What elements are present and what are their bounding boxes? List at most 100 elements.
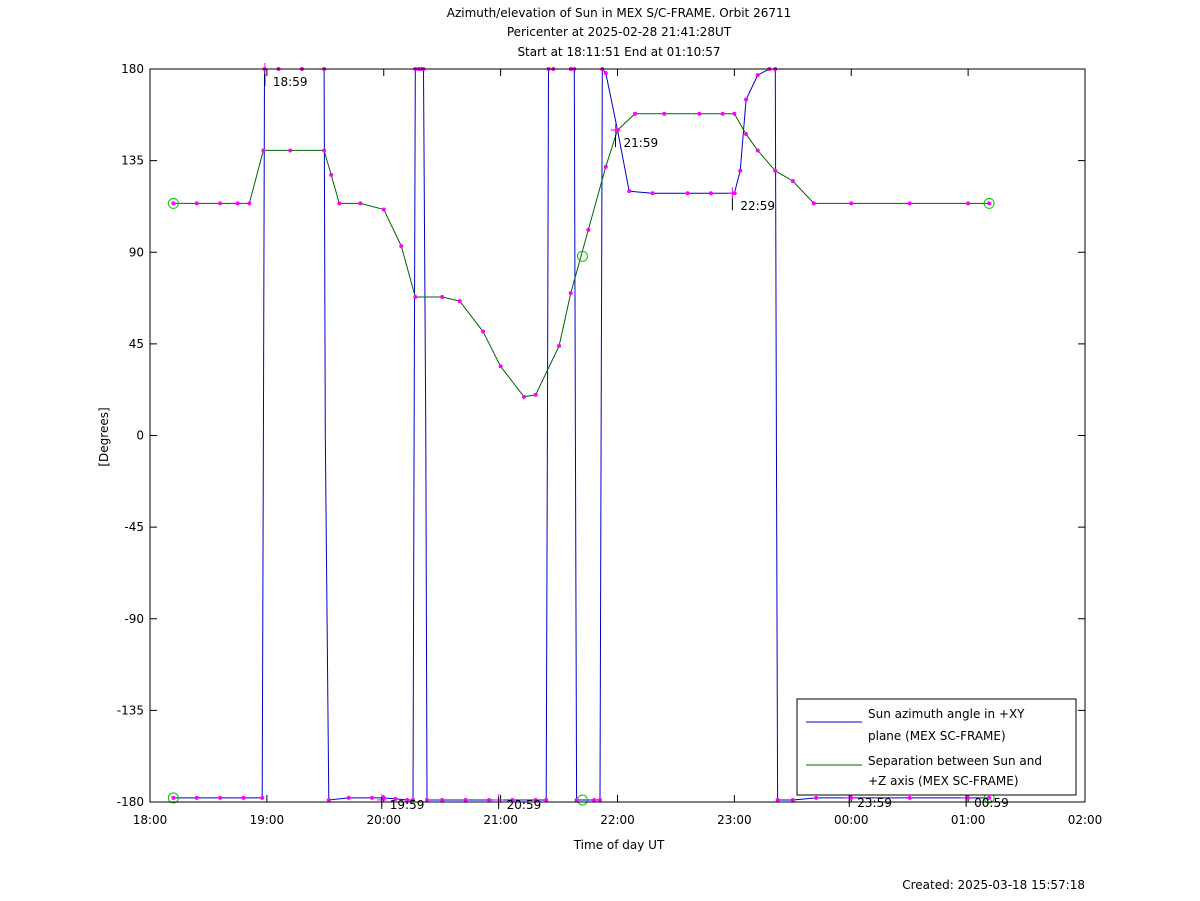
y-tick-label: 135 bbox=[121, 154, 144, 168]
separation-data-point bbox=[849, 201, 854, 206]
hour-marker-label: 21:59 bbox=[624, 136, 659, 150]
series-layer bbox=[173, 67, 990, 801]
hour-marker-label: 22:59 bbox=[740, 199, 775, 213]
azimuth-data-point bbox=[381, 795, 386, 800]
y-tick-label: 90 bbox=[129, 245, 144, 259]
azimuth-data-point bbox=[405, 797, 410, 802]
azimuth-data-point bbox=[775, 797, 780, 802]
x-tick-label: 20:00 bbox=[366, 813, 401, 827]
legend-label-azimuth-1: Sun azimuth angle in +XY bbox=[868, 707, 1025, 721]
separation-data-point bbox=[381, 207, 386, 212]
separation-data-point bbox=[697, 111, 702, 116]
azimuth-data-point bbox=[987, 795, 992, 800]
x-tick-label: 00:00 bbox=[834, 813, 869, 827]
separation-data-point bbox=[755, 148, 760, 153]
endpoint-circle-marker bbox=[576, 250, 588, 262]
separation-data-point bbox=[247, 201, 252, 206]
x-tick-label: 19:00 bbox=[250, 813, 285, 827]
separation-data-point bbox=[288, 148, 293, 153]
separation-data-point bbox=[966, 201, 971, 206]
azimuth-data-point bbox=[370, 795, 375, 800]
x-tick-label: 01:00 bbox=[951, 813, 986, 827]
legend-label-azimuth-2: plane (MEX SC-FRAME) bbox=[868, 729, 1006, 743]
separation-data-point bbox=[744, 132, 749, 137]
azimuth-data-point bbox=[463, 797, 468, 802]
azimuth-data-point bbox=[346, 795, 351, 800]
separation-data-point bbox=[171, 201, 176, 206]
hour-marker-label: 19:59 bbox=[390, 798, 425, 812]
y-tick-label: -180 bbox=[117, 795, 144, 809]
separation-data-point bbox=[811, 201, 816, 206]
azimuth-data-point bbox=[260, 795, 265, 800]
separation-data-point bbox=[662, 111, 667, 116]
azimuth-data-point bbox=[241, 795, 246, 800]
azimuth-data-point bbox=[393, 796, 398, 801]
azimuth-data-point bbox=[907, 795, 912, 800]
azimuth-series-line bbox=[173, 67, 990, 801]
y-tick-label: 45 bbox=[129, 337, 144, 351]
separation-data-point bbox=[194, 201, 199, 206]
hour-marker-label: 20:59 bbox=[507, 798, 542, 812]
azimuth-data-point bbox=[755, 73, 760, 78]
separation-data-point bbox=[987, 201, 992, 206]
azimuth-data-point bbox=[410, 797, 415, 802]
y-tick-label: 180 bbox=[121, 62, 144, 76]
azimuth-data-point bbox=[510, 797, 515, 802]
x-tick-label: 18:00 bbox=[133, 813, 168, 827]
chart-subtitle-pericenter: Pericenter at 2025-02-28 21:41:28UT bbox=[507, 25, 732, 39]
separation-data-point bbox=[533, 392, 538, 397]
x-tick-labels: 18:00 19:00 20:00 21:00 22:00 23:00 00:00 01:00… bbox=[133, 813, 1103, 827]
azimuth-data-point bbox=[592, 797, 597, 802]
separation-data-point bbox=[586, 227, 591, 232]
endpoint-circle-marker bbox=[983, 197, 995, 209]
separation-data-point bbox=[358, 201, 363, 206]
separation-data-point bbox=[322, 148, 327, 153]
y-tick-label: -135 bbox=[117, 703, 144, 717]
separation-data-point bbox=[633, 111, 638, 116]
azimuth-data-point bbox=[440, 797, 445, 802]
endpoint-circle-marker bbox=[167, 792, 179, 804]
separation-data-point bbox=[413, 295, 418, 300]
separation-data-point bbox=[261, 148, 266, 153]
y-axis-label: [Degrees] bbox=[97, 407, 111, 466]
azimuth-data-point bbox=[709, 191, 713, 196]
x-axis-label: Time of day UT bbox=[573, 838, 665, 852]
separation-data-point bbox=[498, 364, 503, 369]
separation-data-point bbox=[603, 164, 608, 169]
plot-area-frame bbox=[149, 68, 1086, 803]
legend-label-separation-1: Separation between Sun and bbox=[868, 754, 1042, 768]
separation-data-point bbox=[732, 111, 737, 116]
azimuth-data-point bbox=[814, 795, 819, 800]
endpoint-circle-marker bbox=[576, 794, 588, 806]
separation-data-point bbox=[440, 295, 445, 300]
separation-data-point bbox=[329, 172, 334, 177]
time-marker-layer: 18:59 19:59 20:59 21:59 22:59 23:59 00:59 bbox=[259, 63, 1009, 812]
points-layer bbox=[167, 67, 995, 806]
chart-subtitle-start-end: Start at 18:11:51 End at 01:10:57 bbox=[517, 45, 720, 59]
azimuth-data-point bbox=[685, 191, 690, 196]
separation-series-line bbox=[173, 113, 990, 398]
legend-box bbox=[796, 698, 1077, 796]
legend-label-separation-2: +Z axis (MEX SC-FRAME) bbox=[868, 774, 1019, 788]
hour-marker-label: 18:59 bbox=[273, 75, 308, 89]
x-tick-label: 23:00 bbox=[717, 813, 752, 827]
azimuth-data-point bbox=[194, 795, 199, 800]
azimuth-data-point bbox=[486, 797, 491, 802]
azimuth-data-point bbox=[544, 797, 549, 802]
separation-data-point bbox=[522, 394, 526, 399]
azimuth-data-point bbox=[603, 71, 608, 76]
separation-data-point bbox=[337, 201, 342, 206]
x-tick-label: 22:00 bbox=[600, 813, 635, 827]
separation-data-point bbox=[481, 329, 486, 334]
separation-data-point bbox=[399, 244, 404, 249]
azimuth-data-point bbox=[597, 797, 602, 802]
endpoint-circle-marker bbox=[167, 197, 179, 209]
separation-data-point bbox=[235, 201, 240, 206]
azimuth-data-point bbox=[738, 168, 743, 173]
azimuth-data-point bbox=[326, 797, 331, 802]
separation-data-point bbox=[773, 168, 778, 173]
separation-data-point bbox=[790, 178, 795, 183]
y-tick-labels: 180 135 90 45 0 -45 -90 -135 -180 bbox=[117, 62, 144, 809]
azimuth-data-point bbox=[218, 795, 223, 800]
azimuth-data-point bbox=[171, 795, 176, 800]
